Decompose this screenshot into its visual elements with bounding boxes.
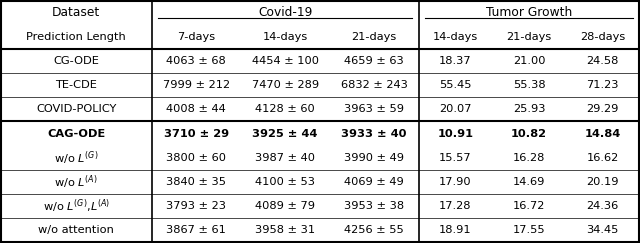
Text: 55.45: 55.45 bbox=[439, 80, 472, 90]
Text: 29.29: 29.29 bbox=[586, 104, 619, 114]
Text: 34.45: 34.45 bbox=[586, 225, 619, 235]
Text: 4089 ± 79: 4089 ± 79 bbox=[255, 201, 315, 211]
Text: 3840 ± 35: 3840 ± 35 bbox=[166, 177, 226, 187]
Text: 16.28: 16.28 bbox=[513, 153, 545, 163]
Text: 10.82: 10.82 bbox=[511, 129, 547, 139]
Text: Dataset: Dataset bbox=[52, 6, 100, 19]
Text: 3933 ± 40: 3933 ± 40 bbox=[341, 129, 407, 139]
Text: 3990 ± 49: 3990 ± 49 bbox=[344, 153, 404, 163]
Text: Prediction Length: Prediction Length bbox=[26, 32, 126, 42]
Text: 3963 ± 59: 3963 ± 59 bbox=[344, 104, 404, 114]
Text: 16.72: 16.72 bbox=[513, 201, 545, 211]
Text: COVID-POLICY: COVID-POLICY bbox=[36, 104, 116, 114]
Text: 14-days: 14-days bbox=[262, 32, 308, 42]
Text: 3800 ± 60: 3800 ± 60 bbox=[166, 153, 226, 163]
Text: 21-days: 21-days bbox=[351, 32, 397, 42]
Text: Covid-19: Covid-19 bbox=[258, 6, 312, 19]
Text: 7-days: 7-days bbox=[177, 32, 215, 42]
Text: CAG-ODE: CAG-ODE bbox=[47, 129, 106, 139]
Text: 4069 ± 49: 4069 ± 49 bbox=[344, 177, 404, 187]
Text: Tumor Growth: Tumor Growth bbox=[486, 6, 572, 19]
Text: 6832 ± 243: 6832 ± 243 bbox=[340, 80, 408, 90]
Text: 18.91: 18.91 bbox=[439, 225, 472, 235]
Text: 7470 ± 289: 7470 ± 289 bbox=[252, 80, 319, 90]
Text: 20.19: 20.19 bbox=[586, 177, 619, 187]
Text: 3867 ± 61: 3867 ± 61 bbox=[166, 225, 226, 235]
Text: 4454 ± 100: 4454 ± 100 bbox=[252, 56, 319, 66]
Text: 4128 ± 60: 4128 ± 60 bbox=[255, 104, 315, 114]
Text: 3958 ± 31: 3958 ± 31 bbox=[255, 225, 316, 235]
Text: 17.90: 17.90 bbox=[439, 177, 472, 187]
Text: 14-days: 14-days bbox=[433, 32, 478, 42]
Text: 16.62: 16.62 bbox=[586, 153, 619, 163]
Text: 7999 ± 212: 7999 ± 212 bbox=[163, 80, 230, 90]
Text: 17.28: 17.28 bbox=[439, 201, 472, 211]
Text: 18.37: 18.37 bbox=[439, 56, 472, 66]
Text: 3925 ± 44: 3925 ± 44 bbox=[252, 129, 318, 139]
Text: 71.23: 71.23 bbox=[586, 80, 619, 90]
Text: 55.38: 55.38 bbox=[513, 80, 545, 90]
Text: 4256 ± 55: 4256 ± 55 bbox=[344, 225, 404, 235]
Text: 3793 ± 23: 3793 ± 23 bbox=[166, 201, 226, 211]
Text: TE-CDE: TE-CDE bbox=[55, 80, 97, 90]
Text: 24.36: 24.36 bbox=[586, 201, 619, 211]
Text: 14.69: 14.69 bbox=[513, 177, 545, 187]
Text: 17.55: 17.55 bbox=[513, 225, 545, 235]
Text: 25.93: 25.93 bbox=[513, 104, 545, 114]
Text: 3987 ± 40: 3987 ± 40 bbox=[255, 153, 315, 163]
Text: w/o $L^{(A)}$: w/o $L^{(A)}$ bbox=[54, 173, 98, 191]
Text: 4100 ± 53: 4100 ± 53 bbox=[255, 177, 315, 187]
Text: 4008 ± 44: 4008 ± 44 bbox=[166, 104, 226, 114]
Text: 24.58: 24.58 bbox=[586, 56, 619, 66]
Text: 10.91: 10.91 bbox=[438, 129, 474, 139]
Text: CG-ODE: CG-ODE bbox=[53, 56, 99, 66]
Text: 28-days: 28-days bbox=[580, 32, 625, 42]
Text: 3953 ± 38: 3953 ± 38 bbox=[344, 201, 404, 211]
Text: w/o $L^{(G)}$: w/o $L^{(G)}$ bbox=[54, 149, 99, 166]
Text: 14.84: 14.84 bbox=[584, 129, 621, 139]
Text: 15.57: 15.57 bbox=[439, 153, 472, 163]
Text: 21-days: 21-days bbox=[506, 32, 552, 42]
Text: 4659 ± 63: 4659 ± 63 bbox=[344, 56, 404, 66]
Text: w/o attention: w/o attention bbox=[38, 225, 114, 235]
Text: 20.07: 20.07 bbox=[439, 104, 472, 114]
Text: 4063 ± 68: 4063 ± 68 bbox=[166, 56, 226, 66]
Text: w/o $L^{(G)}$,$L^{(A)}$: w/o $L^{(G)}$,$L^{(A)}$ bbox=[43, 197, 109, 215]
Text: 21.00: 21.00 bbox=[513, 56, 545, 66]
Text: 3710 ± 29: 3710 ± 29 bbox=[164, 129, 228, 139]
